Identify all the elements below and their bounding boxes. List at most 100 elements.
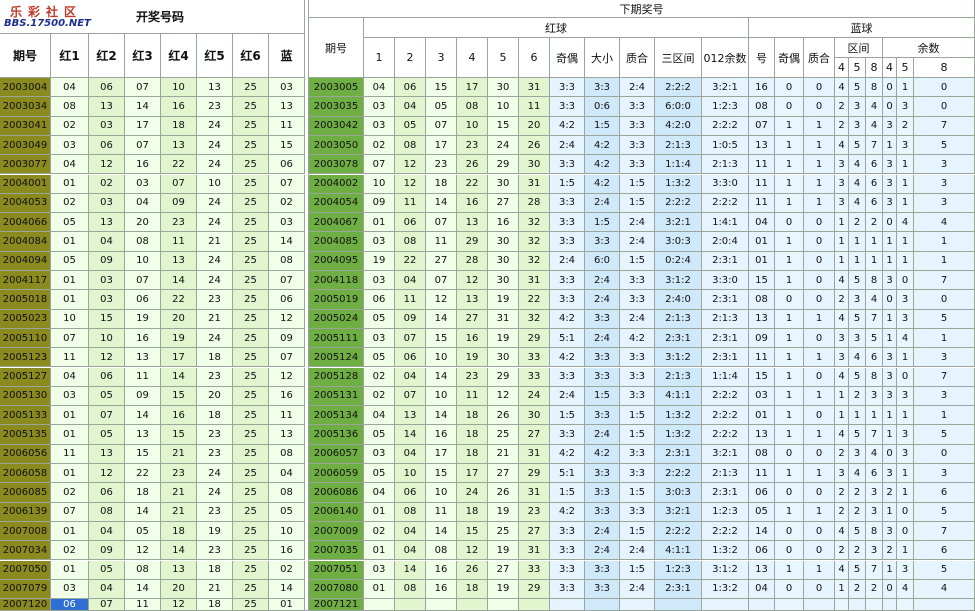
- cell-r26-c0[interactable]: 2007079: [0, 579, 51, 600]
- cell-r22-c12: 18: [457, 502, 488, 522]
- cell-r22-c0[interactable]: 2006139: [0, 502, 51, 522]
- cell-r10-c28: 7: [914, 271, 975, 291]
- cell-r0-c0[interactable]: 2003004: [0, 78, 51, 98]
- cell-r17-c18: 1:3:2: [655, 406, 702, 426]
- cell-r13-c0[interactable]: 2005110: [0, 328, 51, 349]
- cell-r23-c0[interactable]: 2007008: [0, 521, 51, 542]
- cell-r2-c0[interactable]: 2003041: [0, 116, 51, 136]
- cell-r13-c5: 24: [197, 328, 233, 349]
- cell-r0-c21: 0: [775, 78, 804, 98]
- cell-r10-c15: 3:3: [550, 271, 585, 291]
- cell-r26-c8[interactable]: 2007080: [309, 579, 364, 600]
- cell-r22-c20: 05: [749, 502, 775, 522]
- header-red-sub-4: 5: [488, 38, 519, 78]
- cell-r15-c4: 14: [161, 367, 197, 387]
- cell-r0-c13: 30: [488, 78, 519, 98]
- cell-r25-c8[interactable]: 2007051: [309, 560, 364, 580]
- cell-r10-c27: 0: [897, 271, 914, 291]
- cell-r13-c8[interactable]: 2005111: [309, 328, 364, 349]
- cell-r3-c8[interactable]: 2003050: [309, 135, 364, 156]
- cell-r10-c8[interactable]: 2004118: [309, 271, 364, 291]
- cell-r25-c0[interactable]: 2007050: [0, 560, 51, 580]
- cell-r20-c19: 2:1:3: [702, 464, 749, 484]
- cell-r21-c8[interactable]: 2006086: [309, 483, 364, 503]
- cell-r9-c8[interactable]: 2004095: [309, 251, 364, 271]
- cell-r6-c0[interactable]: 2004053: [0, 193, 51, 214]
- cell-r20-c8[interactable]: 2006059: [309, 464, 364, 484]
- cell-r2-c15: 4:2: [550, 116, 585, 136]
- cell-r17-c0[interactable]: 2005133: [0, 406, 51, 426]
- cell-r27-c0[interactable]: 2007120: [0, 599, 51, 611]
- cell-r20-c2: 12: [89, 464, 125, 484]
- cell-r18-c15: 3:3: [550, 425, 585, 445]
- cell-r25-c22: 1: [804, 560, 835, 580]
- cell-r2-c8[interactable]: 2003042: [309, 116, 364, 136]
- cell-r21-c0[interactable]: 2006085: [0, 483, 51, 503]
- cell-r6-c12: 16: [457, 193, 488, 214]
- cell-r8-c28: 1: [914, 232, 975, 252]
- header-qujian-sub-0: 4: [835, 58, 849, 78]
- cell-r0-c16: 3:3: [585, 78, 620, 98]
- cell-r6-c8[interactable]: 2004054: [309, 193, 364, 214]
- cell-r8-c0[interactable]: 2004084: [0, 232, 51, 252]
- cell-r11-c0[interactable]: 2005018: [0, 290, 51, 310]
- cell-r1-c0[interactable]: 2003034: [0, 97, 51, 117]
- cell-r12-c10: 09: [395, 309, 426, 329]
- cell-r19-c0[interactable]: 2006056: [0, 444, 51, 464]
- cell-r20-c0[interactable]: 2006058: [0, 464, 51, 484]
- cell-r11-c8[interactable]: 2005019: [309, 290, 364, 310]
- cell-r24-c8[interactable]: 2007035: [309, 541, 364, 561]
- cell-r11-c26: 0: [883, 290, 897, 310]
- cell-r5-c8[interactable]: 2004002: [309, 174, 364, 194]
- cell-r15-c12: 23: [457, 367, 488, 387]
- cell-r20-c25: 6: [866, 464, 883, 484]
- cell-r7-c0[interactable]: 2004066: [0, 213, 51, 233]
- cell-r17-c8[interactable]: 2005134: [309, 406, 364, 426]
- cell-r4-c18: 1:1:4: [655, 155, 702, 175]
- cell-r24-c18: 4:1:1: [655, 541, 702, 561]
- cell-r10-c0[interactable]: 2004117: [0, 271, 51, 291]
- cell-r7-c8[interactable]: 2004067: [309, 213, 364, 233]
- cell-r24-c0[interactable]: 2007034: [0, 541, 51, 561]
- cell-r13-c3: 16: [125, 328, 161, 349]
- cell-r14-c0[interactable]: 2005123: [0, 348, 51, 368]
- cell-r20-c20: 11: [749, 464, 775, 484]
- cell-r12-c5: 21: [197, 309, 233, 329]
- cell-r12-c9: 05: [364, 309, 395, 329]
- cell-r10-c11: 07: [426, 271, 457, 291]
- cell-r4-c8[interactable]: 2003078: [309, 155, 364, 175]
- cell-r8-c8[interactable]: 2004085: [309, 232, 364, 252]
- cell-r16-c9: 02: [364, 386, 395, 407]
- cell-r21-c6: 25: [233, 483, 269, 503]
- cell-r5-c9: 10: [364, 174, 395, 194]
- cell-r3-c0[interactable]: 2003049: [0, 135, 51, 156]
- cell-r26-c21: 0: [775, 579, 804, 600]
- cell-r9-c0[interactable]: 2004094: [0, 251, 51, 271]
- cell-r12-c0[interactable]: 2005023: [0, 309, 51, 329]
- cell-r16-c0[interactable]: 2005130: [0, 386, 51, 407]
- cell-r9-c6: 25: [233, 251, 269, 271]
- cell-r26-c19: 1:3:2: [702, 579, 749, 600]
- cell-r5-c0[interactable]: 2004001: [0, 174, 51, 194]
- header-red-sub-3: 4: [457, 38, 488, 78]
- cell-r26-c17: 2:4: [620, 579, 655, 600]
- cell-r19-c8[interactable]: 2006057: [309, 444, 364, 464]
- cell-r12-c8[interactable]: 2005024: [309, 309, 364, 329]
- cell-r2-c9: 03: [364, 116, 395, 136]
- cell-r18-c8[interactable]: 2005136: [309, 425, 364, 445]
- cell-r4-c0[interactable]: 2003077: [0, 155, 51, 175]
- cell-r3-c7: 15: [269, 135, 305, 156]
- cell-r23-c8[interactable]: 2007009: [309, 521, 364, 542]
- cell-r16-c8[interactable]: 2005131: [309, 386, 364, 407]
- cell-r0-c8[interactable]: 2003005: [309, 78, 364, 98]
- cell-r15-c8[interactable]: 2005128: [309, 367, 364, 387]
- cell-r15-c23: 4: [835, 367, 849, 387]
- cell-r14-c8[interactable]: 2005124: [309, 348, 364, 368]
- cell-r22-c8[interactable]: 2006140: [309, 502, 364, 522]
- cell-r27-c8[interactable]: 2007121: [309, 599, 364, 611]
- cell-r0-c18: 2:2:2: [655, 78, 702, 98]
- cell-r18-c0[interactable]: 2005135: [0, 425, 51, 445]
- cell-r13-c16: 2:4: [585, 328, 620, 349]
- cell-r1-c8[interactable]: 2003035: [309, 97, 364, 117]
- cell-r15-c0[interactable]: 2005127: [0, 367, 51, 387]
